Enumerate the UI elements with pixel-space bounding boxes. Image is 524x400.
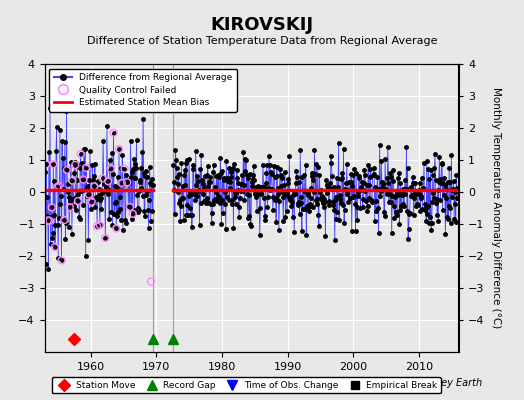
Point bbox=[115, 146, 123, 152]
Point bbox=[123, 179, 132, 186]
Text: Berkeley Earth: Berkeley Earth bbox=[410, 378, 482, 388]
Point bbox=[82, 164, 90, 171]
Point bbox=[57, 257, 66, 264]
Point bbox=[63, 167, 71, 173]
Point bbox=[117, 180, 126, 186]
Point bbox=[112, 225, 121, 232]
Point bbox=[85, 191, 93, 198]
Point bbox=[60, 217, 69, 223]
Point bbox=[128, 210, 137, 217]
Y-axis label: Monthly Temperature Anomaly Difference (°C): Monthly Temperature Anomaly Difference (… bbox=[492, 87, 501, 329]
Point bbox=[48, 204, 56, 210]
Point bbox=[66, 204, 74, 210]
Point bbox=[106, 165, 115, 172]
Point bbox=[96, 222, 104, 228]
Point bbox=[79, 176, 88, 183]
Point bbox=[71, 162, 80, 168]
Legend: Difference from Regional Average, Quality Control Failed, Estimated Station Mean: Difference from Regional Average, Qualit… bbox=[49, 68, 237, 112]
Point bbox=[45, 218, 53, 224]
Point bbox=[42, 161, 50, 168]
Point bbox=[121, 166, 129, 172]
Point bbox=[104, 178, 112, 184]
Point bbox=[90, 183, 99, 190]
Point bbox=[88, 198, 96, 205]
Point bbox=[147, 278, 155, 285]
Text: KIROVSKIJ: KIROVSKIJ bbox=[211, 16, 313, 34]
Point bbox=[68, 177, 77, 184]
Point bbox=[93, 223, 101, 230]
Point bbox=[74, 198, 82, 204]
Legend: Station Move, Record Gap, Time of Obs. Change, Empirical Break: Station Move, Record Gap, Time of Obs. C… bbox=[51, 377, 441, 394]
Point bbox=[101, 235, 110, 241]
Text: Difference of Station Temperature Data from Regional Average: Difference of Station Temperature Data f… bbox=[87, 36, 437, 46]
Point bbox=[54, 183, 63, 189]
Point bbox=[126, 204, 134, 210]
Point bbox=[77, 151, 85, 157]
Point bbox=[99, 175, 107, 182]
Point bbox=[49, 161, 58, 167]
Point bbox=[51, 244, 59, 250]
Point bbox=[110, 130, 118, 136]
Point bbox=[53, 184, 61, 190]
Point bbox=[43, 217, 52, 224]
